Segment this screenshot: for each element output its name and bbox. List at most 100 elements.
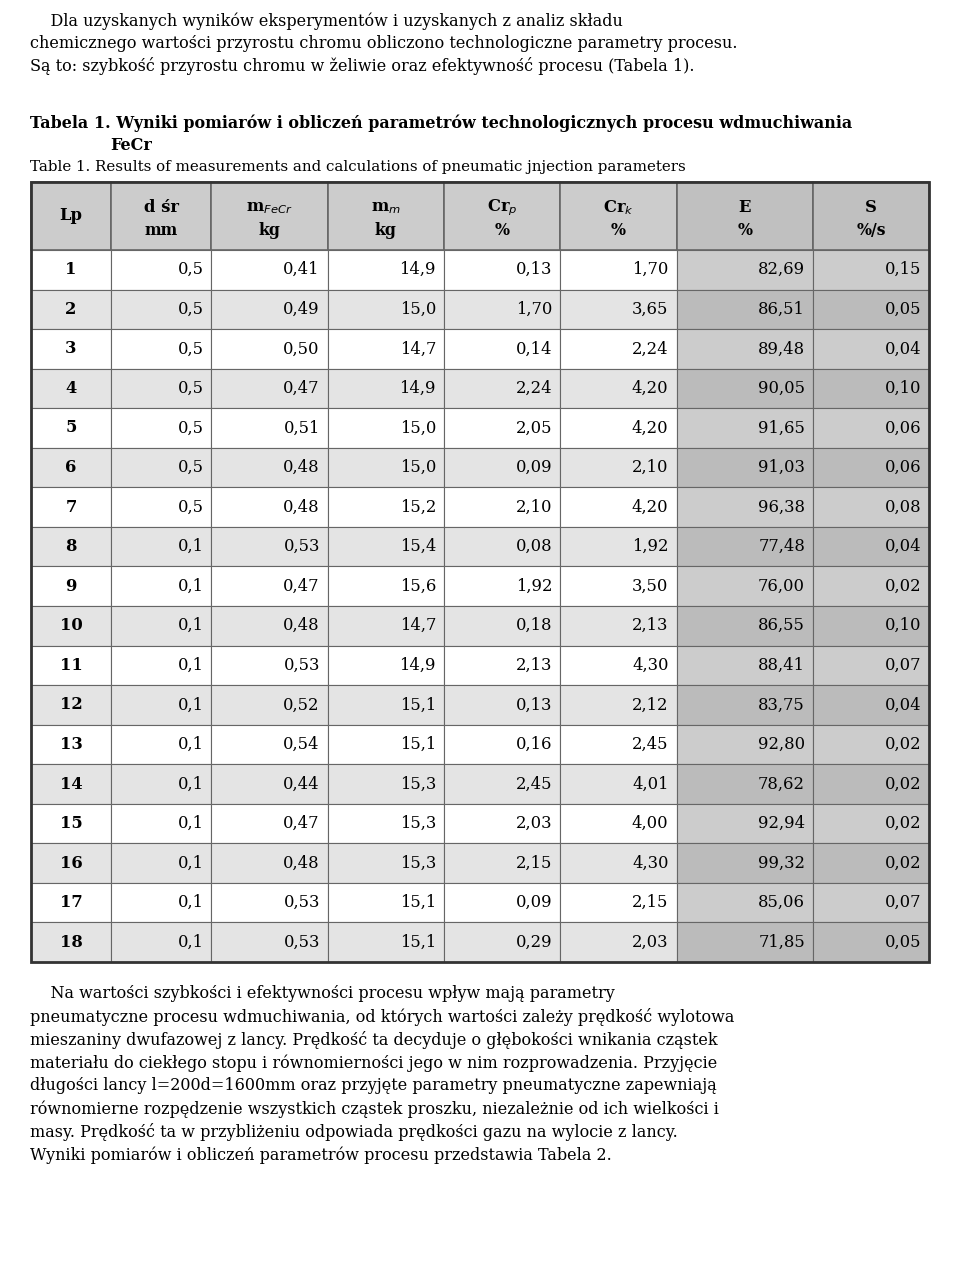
Text: 15,0: 15,0 [399,301,436,318]
Text: 0,1: 0,1 [178,855,204,871]
Text: kg: kg [258,223,280,239]
Bar [111,487,211,527]
Bar [31,408,111,448]
Text: 13: 13 [60,736,83,753]
Bar [211,182,327,249]
Text: 0,13: 0,13 [516,261,552,279]
Bar [561,329,677,368]
Text: 85,06: 85,06 [758,894,805,912]
Text: 1,70: 1,70 [632,261,668,279]
Text: 0,07: 0,07 [885,657,922,674]
Bar [327,487,444,527]
Text: 0,1: 0,1 [178,894,204,912]
Text: mieszaniny dwufazowej z lancy. Prędkość ta decyduje o głębokości wnikania cząste: mieszaniny dwufazowej z lancy. Prędkość … [30,1031,718,1050]
Bar [561,685,677,724]
Bar [561,408,677,448]
Text: 7: 7 [65,499,77,515]
Bar [561,448,677,487]
Text: 15,1: 15,1 [399,894,436,912]
Bar [327,724,444,765]
Text: 2: 2 [65,301,77,318]
Bar [677,685,813,724]
Bar [111,566,211,606]
Bar [813,765,929,804]
Text: 0,04: 0,04 [885,696,922,713]
Text: 0,04: 0,04 [885,538,922,556]
Text: %: % [611,223,626,239]
Text: 14,9: 14,9 [399,657,436,674]
Text: 0,02: 0,02 [885,776,922,793]
Bar [211,448,327,487]
Bar [327,408,444,448]
Bar [111,606,211,646]
Text: 2,10: 2,10 [516,499,552,515]
Text: 17: 17 [60,894,83,912]
Bar [31,685,111,724]
Text: 0,53: 0,53 [283,894,320,912]
Text: m$_{FeCr}$: m$_{FeCr}$ [247,199,293,216]
Text: 0,52: 0,52 [283,696,320,713]
Bar [111,685,211,724]
Text: 99,32: 99,32 [758,855,805,871]
Text: 0,1: 0,1 [178,577,204,595]
Bar [677,566,813,606]
Bar [561,804,677,843]
Text: 0,07: 0,07 [885,894,922,912]
Text: 4,20: 4,20 [632,499,668,515]
Text: 0,1: 0,1 [178,934,204,951]
Bar [211,646,327,685]
Bar [444,923,561,962]
Bar [561,882,677,923]
Text: 15,3: 15,3 [399,855,436,871]
Text: 12: 12 [60,696,83,713]
Text: 0,08: 0,08 [885,499,922,515]
Bar [561,646,677,685]
Bar [813,329,929,368]
Bar [444,487,561,527]
Bar [211,606,327,646]
Text: kg: kg [375,223,396,239]
Bar [31,290,111,329]
Bar [813,843,929,882]
Bar [813,249,929,290]
Text: Cr$_{k}$: Cr$_{k}$ [603,199,634,218]
Text: 0,05: 0,05 [885,301,922,318]
Bar [813,408,929,448]
Text: 0,47: 0,47 [283,815,320,832]
Bar [677,923,813,962]
Text: chemicznego wartości przyrostu chromu obliczono technologiczne parametry procesu: chemicznego wartości przyrostu chromu ob… [30,35,737,52]
Bar [111,843,211,882]
Bar [677,882,813,923]
Text: równomierne rozpędzenie wszystkich cząstek proszku, niezależnie od ich wielkości: równomierne rozpędzenie wszystkich cząst… [30,1100,719,1118]
Bar [813,448,929,487]
Bar [813,606,929,646]
Text: 3: 3 [65,341,77,357]
Text: 4,30: 4,30 [632,855,668,871]
Bar [327,566,444,606]
Bar [561,566,677,606]
Text: 0,53: 0,53 [283,934,320,951]
Bar [111,368,211,408]
Text: 90,05: 90,05 [758,380,805,398]
Text: 91,03: 91,03 [758,460,805,476]
Bar [31,882,111,923]
Text: Wyniki pomiarów i obliczeń parametrów procesu przedstawia Tabela 2.: Wyniki pomiarów i obliczeń parametrów pr… [30,1146,612,1163]
Bar [31,606,111,646]
Bar [561,182,677,249]
Text: 16: 16 [60,855,83,871]
Text: 0,1: 0,1 [178,538,204,556]
Bar [677,527,813,566]
Bar [813,368,929,408]
Bar [327,249,444,290]
Text: 11: 11 [60,657,83,674]
Text: 0,06: 0,06 [885,419,922,437]
Bar [111,646,211,685]
Bar [813,182,929,249]
Bar [211,882,327,923]
Text: 0,02: 0,02 [885,815,922,832]
Text: 14,7: 14,7 [399,341,436,357]
Bar [813,882,929,923]
Bar [677,368,813,408]
Text: 86,51: 86,51 [758,301,805,318]
Text: 0,1: 0,1 [178,776,204,793]
